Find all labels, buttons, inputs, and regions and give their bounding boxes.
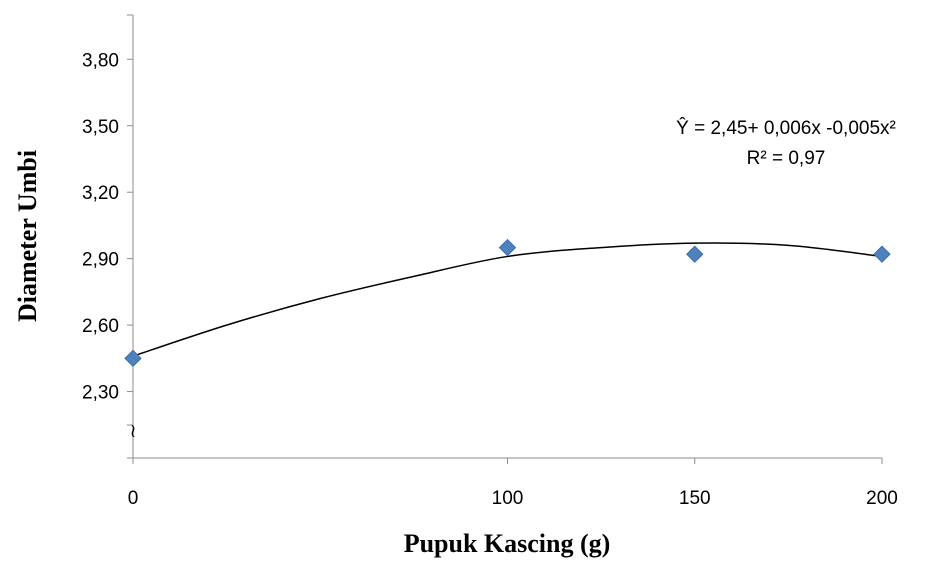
y-ticks: 2,30 2,60 2,90 3,20 3,50 3,80	[82, 14, 133, 459]
x-tick-label-0: 0	[128, 488, 139, 509]
y-tick-label-5: 3,80	[82, 50, 119, 71]
x-tick-label-1: 100	[492, 488, 524, 509]
y-tick-label-2: 2,90	[82, 250, 119, 271]
axes	[132, 15, 882, 459]
y-tick-label-1: 2,60	[82, 316, 119, 337]
trendline	[132, 242, 883, 357]
x-tick-label-3: 200	[866, 488, 898, 509]
x-ticks: 0 100 150 200	[128, 458, 898, 509]
y-tick-label-0: 2,30	[82, 383, 119, 404]
trendline-r-squared: R² = 0,97	[747, 148, 826, 169]
data-point-3	[873, 245, 891, 263]
y-tick-label-4: 3,50	[82, 117, 119, 138]
data-point-1	[498, 238, 517, 257]
trendline-equation: Ŷ = 2,45+ 0,006x -0,005x²	[676, 117, 896, 139]
y-tick-label-3: 3,20	[82, 183, 119, 204]
data-point-2	[686, 245, 704, 263]
y-axis-title: Diameter Umbi	[13, 150, 42, 322]
x-tick-label-2: 150	[679, 488, 711, 509]
data-point-0	[124, 349, 142, 368]
x-axis-title: Pupuk Kascing (g)	[404, 529, 611, 558]
axis-break-symbol: ≀	[129, 421, 136, 442]
data-points	[124, 238, 891, 368]
